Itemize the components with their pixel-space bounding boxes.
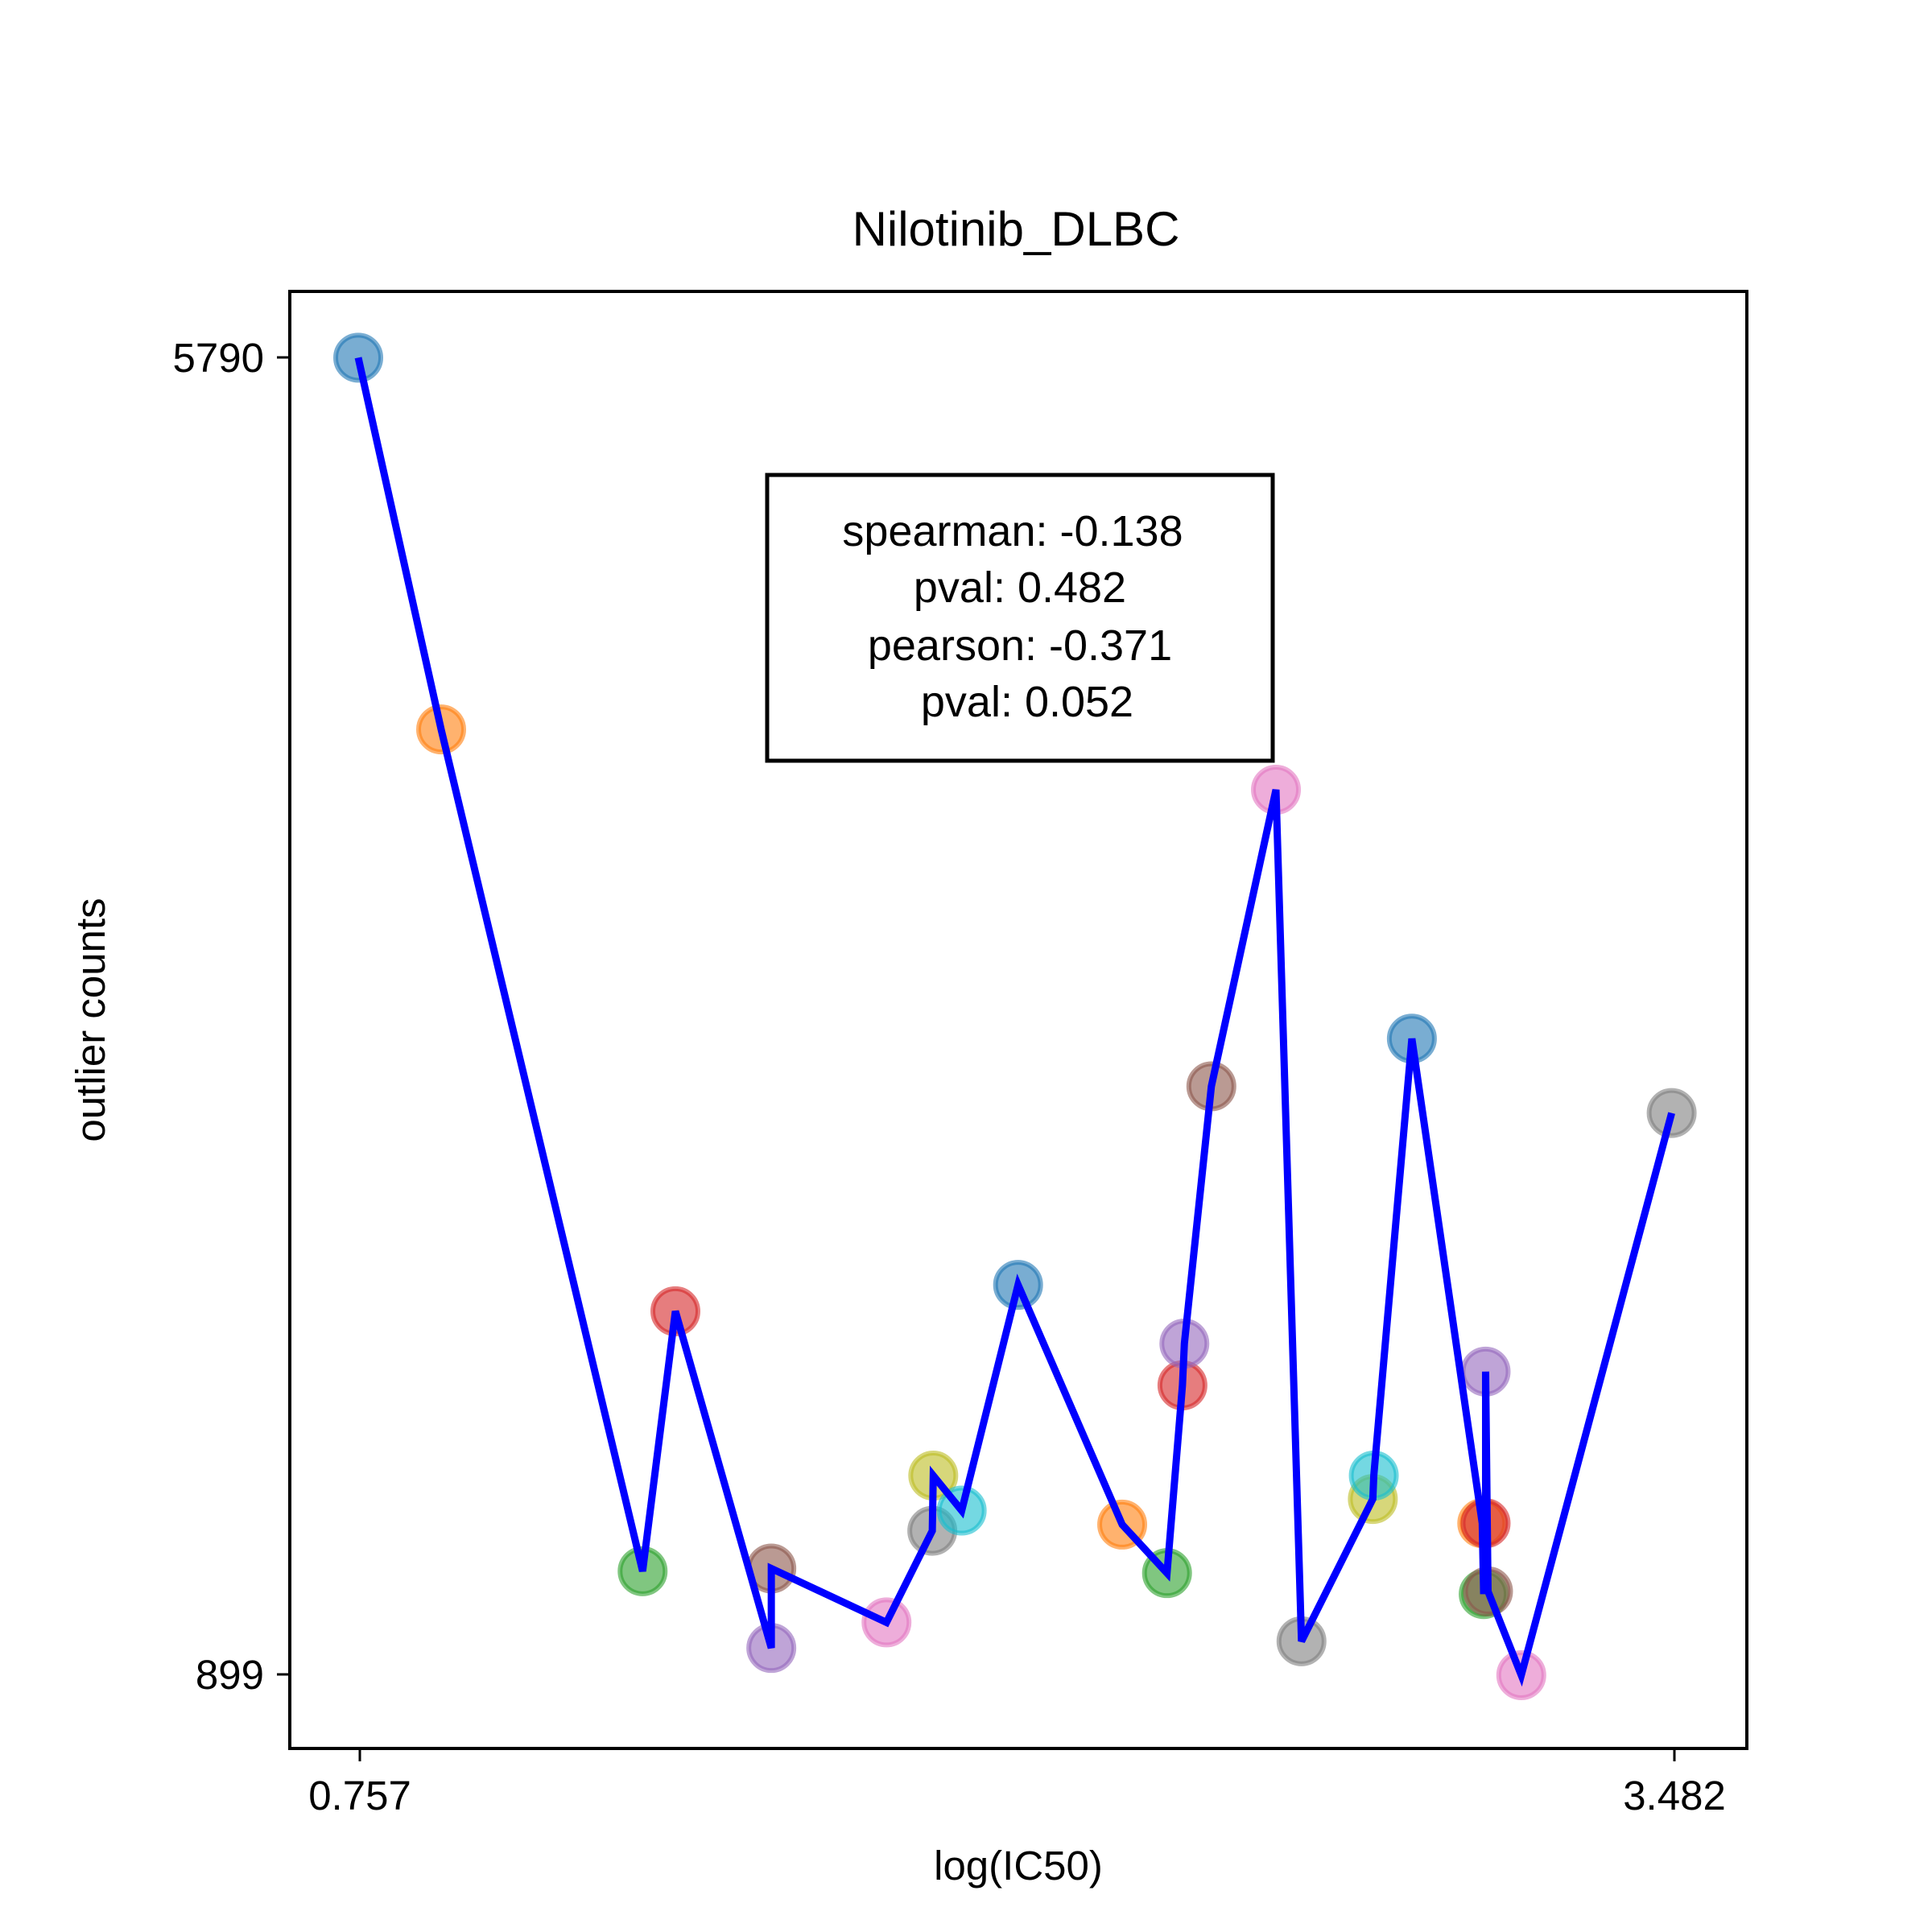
stats-box: spearman: -0.138 pval: 0.482 pearson: -0…	[765, 473, 1275, 763]
x-tick-label: 3.482	[1623, 1773, 1726, 1818]
chart-title: Nilotinib_DLBC	[852, 202, 1180, 256]
y-axis: 5790 899 outlier counts	[68, 335, 290, 1698]
x-axis: 0.757 3.482 log(IC50)	[308, 1748, 1726, 1889]
stats-pearson-pval: pval: 0.052	[921, 678, 1133, 726]
stats-spearman-pval: pval: 0.482	[914, 564, 1126, 612]
plot-frame	[288, 290, 1748, 1750]
x-axis-label: log(IC50)	[934, 1843, 1103, 1889]
y-axis-label: outlier counts	[68, 898, 114, 1141]
stats-spearman: spearman: -0.138	[842, 507, 1183, 555]
x-tick-label: 0.757	[308, 1773, 411, 1818]
plot-area	[333, 332, 1697, 1700]
y-tick-label: 899	[196, 1652, 264, 1698]
stats-pearson: pearson: -0.371	[868, 621, 1172, 670]
trend-line	[354, 357, 1675, 1687]
stats-box-frame	[765, 473, 1275, 763]
y-tick-label: 5790	[173, 335, 264, 381]
